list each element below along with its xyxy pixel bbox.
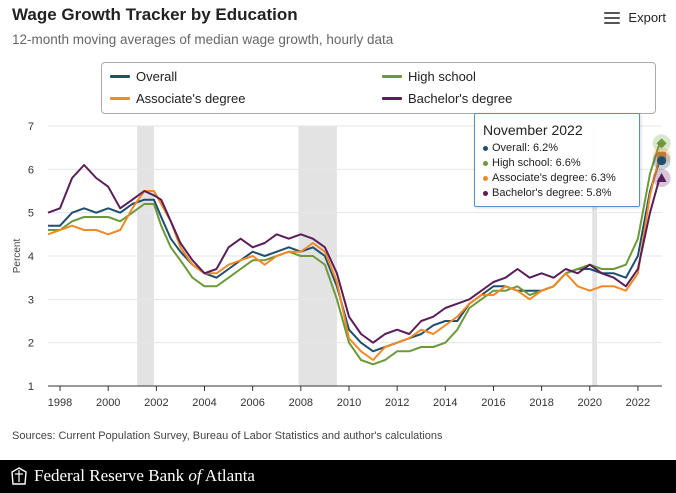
y-tick-label: 1 <box>28 381 34 393</box>
legend-swatch <box>110 97 130 100</box>
legend-label: Bachelor's degree <box>408 91 513 106</box>
x-tick-label: 2020 <box>578 397 602 409</box>
tooltip-row-associates: Associate's degree: 6.3% <box>483 172 616 184</box>
y-tick-label: 3 <box>28 294 34 306</box>
footer-bar: Federal Reserve Bank of Atlanta <box>0 460 676 493</box>
tooltip-title: November 2022 <box>483 122 583 138</box>
x-tick-label: 2008 <box>289 397 313 409</box>
chart-subtitle: 12-month moving averages of median wage … <box>12 32 394 47</box>
legend-swatch <box>382 75 402 78</box>
marker-diamond <box>656 138 667 149</box>
legend-item-high-school[interactable]: High school <box>382 69 476 84</box>
x-tick-label: 2014 <box>433 397 457 409</box>
sources-note: Sources: Current Population Survey, Bure… <box>12 430 443 442</box>
x-tick-label: 2010 <box>337 397 361 409</box>
tooltip-row-high-school: High school: 6.6% <box>483 157 581 169</box>
x-tick-label: 2004 <box>192 397 216 409</box>
export-label: Export <box>628 10 666 25</box>
y-tick-label: 5 <box>28 208 34 220</box>
legend-swatch <box>382 97 402 100</box>
y-axis-label: Percent <box>12 239 23 274</box>
x-tick-label: 2006 <box>240 397 264 409</box>
eagle-logo-icon <box>11 467 27 485</box>
y-tick-label: 7 <box>28 121 34 133</box>
y-tick-label: 4 <box>28 251 34 263</box>
x-tick-label: 2002 <box>144 397 168 409</box>
legend-label: High school <box>408 69 476 84</box>
chart-legend: Overall High school Associate's degree B… <box>101 62 656 114</box>
tooltip-row-overall: Overall: 6.2% <box>483 142 558 154</box>
x-tick-label: 2018 <box>529 397 553 409</box>
series-line-associate-s-degree <box>47 156 661 361</box>
y-tick-label: 6 <box>28 164 34 176</box>
legend-swatch <box>110 75 130 78</box>
legend-item-associates[interactable]: Associate's degree <box>110 91 245 106</box>
chart-tooltip: November 2022 Overall: 6.2% High school:… <box>474 113 640 207</box>
x-tick-label: 2016 <box>481 397 505 409</box>
x-tick-label: 1998 <box>48 397 72 409</box>
chart-title: Wage Growth Tracker by Education <box>12 5 298 24</box>
legend-label: Associate's degree <box>136 91 246 106</box>
x-tick-label: 2000 <box>96 397 120 409</box>
marker-circle <box>657 156 667 166</box>
menu-icon <box>604 11 621 24</box>
x-tick-label: 2012 <box>385 397 409 409</box>
marker-triangle <box>656 173 667 182</box>
footer-org-name: Federal Reserve Bank of Atlanta <box>34 466 255 485</box>
legend-item-overall[interactable]: Overall <box>110 69 177 84</box>
export-button[interactable]: Export <box>604 10 666 25</box>
x-tick-label: 2022 <box>626 397 650 409</box>
legend-item-bachelors[interactable]: Bachelor's degree <box>382 91 512 106</box>
tooltip-row-bachelors: Bachelor's degree: 5.8% <box>483 187 612 199</box>
series-line-bachelor-s-degree <box>47 164 661 344</box>
y-tick-label: 2 <box>28 338 34 350</box>
legend-label: Overall <box>136 69 178 84</box>
